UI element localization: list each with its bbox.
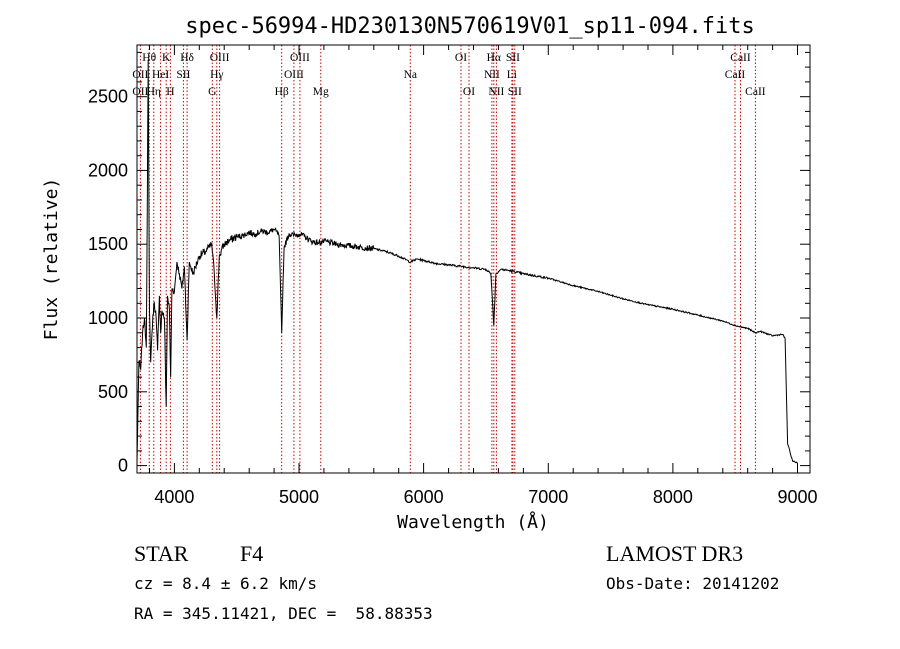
x-tick-label: 9000 [777, 487, 817, 507]
spectral-line-label: HeI [152, 69, 169, 81]
y-tick-label: 500 [98, 382, 128, 402]
spectral-line-label: Hη [147, 86, 161, 98]
x-axis-label: Wavelength (Å) [397, 511, 549, 533]
spectral-line-label: NII [484, 69, 500, 81]
spectral-line-label: CaII [745, 86, 766, 98]
spectral-line-label: OI [455, 52, 467, 64]
y-tick-label: 1000 [88, 308, 128, 328]
spectral-line-label: H [166, 86, 174, 98]
spectral-line-label: Hα [487, 52, 501, 64]
observation-date: Obs-Date: 20141202 [606, 574, 779, 593]
spectral-line-label: G [208, 86, 216, 98]
spectral-line-label: SII [508, 86, 522, 98]
spectral-line-label: Mg [313, 86, 329, 98]
spectral-line-label: SII [506, 52, 520, 64]
y-tick-label: 0 [118, 456, 128, 476]
survey-name: LAMOST DR3 [606, 541, 743, 566]
spectral-line-label: K [162, 52, 171, 64]
x-axis-ticks: 4000 5000 6000 7000 8000 9000 [149, 45, 818, 507]
spectral-line-label: Hθ [142, 52, 156, 64]
x-tick-label: 4000 [154, 487, 194, 507]
spectral-line-label: OIII [284, 69, 304, 81]
spectral-line-label: OI [463, 86, 475, 98]
spectral-line-label: CaII [725, 69, 746, 81]
y-tick-label: 2000 [88, 160, 128, 180]
spectral-line-label: Hβ [275, 86, 289, 98]
x-tick-label: 8000 [653, 487, 693, 507]
flux-series-line [136, 59, 798, 464]
chart-title: spec-56994-HD230130N570619V01_sp11-094.f… [185, 14, 755, 39]
y-axis-label: Flux (relative) [41, 178, 62, 341]
spectral-line-label: OIII [210, 52, 230, 64]
spectral-line-label: NII [488, 86, 504, 98]
spectral-line-label: OIII [290, 52, 310, 64]
spectral-line-label: Hδ [180, 52, 194, 64]
object-type: STAR [134, 541, 189, 566]
x-tick-label: 5000 [279, 487, 319, 507]
spectral-line-label: Hγ [210, 69, 223, 81]
y-tick-label: 2500 [88, 87, 128, 107]
spectral-subclass: F4 [240, 541, 263, 566]
y-tick-label: 1500 [88, 234, 128, 254]
sky-coordinates: RA = 345.11421, DEC = 58.88353 [134, 604, 433, 623]
spectral-line-label: Li [507, 69, 517, 81]
spectral-line-label: Na [404, 69, 417, 81]
y-axis-ticks: 0 500 1000 1500 2000 2500 [88, 51, 810, 476]
spectral-line-label: SII [176, 69, 190, 81]
redshift-velocity: cz = 8.4 ± 6.2 km/s [134, 574, 317, 593]
spectral-line-label: OII [132, 69, 148, 81]
x-tick-label: 7000 [528, 487, 568, 507]
spectral-line-label: OII [132, 86, 148, 98]
x-tick-label: 6000 [404, 487, 444, 507]
plot-frame [136, 44, 811, 474]
spectral-line-markers [139, 45, 756, 473]
spectral-line-label: CaII [730, 52, 751, 64]
